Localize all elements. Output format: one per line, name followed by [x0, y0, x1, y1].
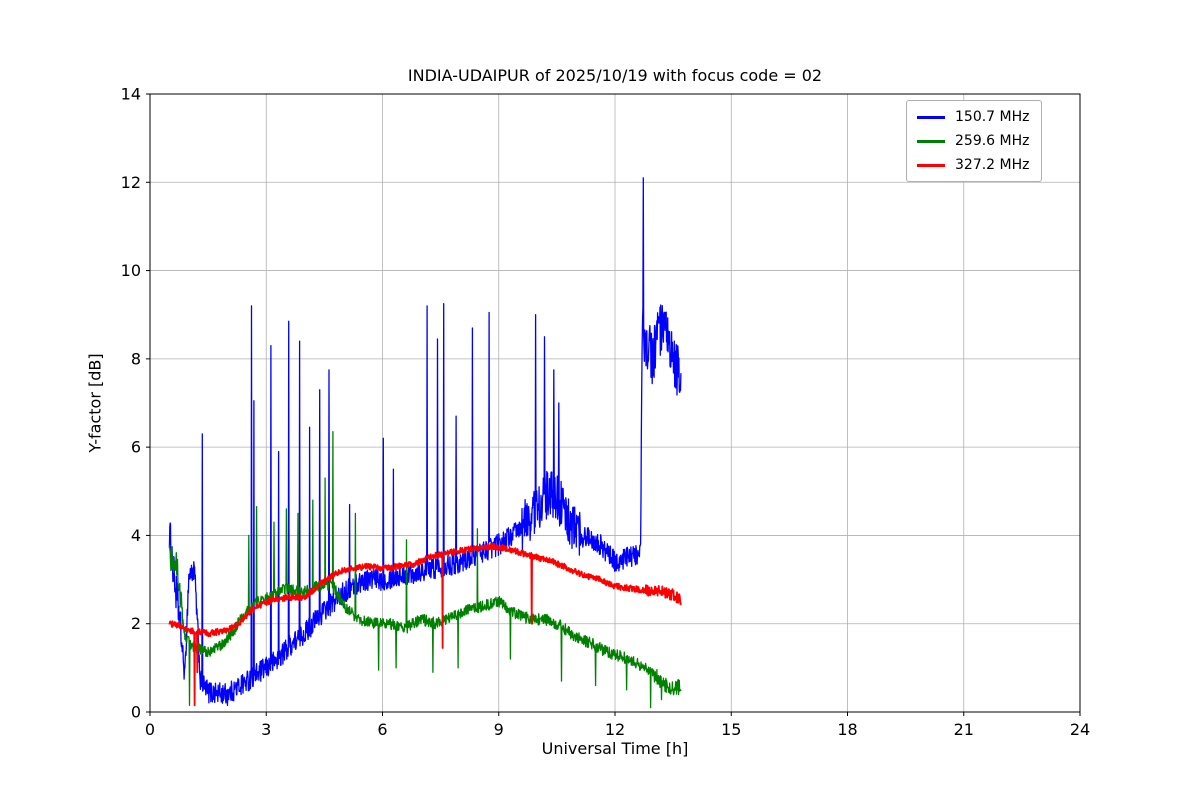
x-tick-label: 3 — [261, 720, 271, 739]
x-tick-label: 9 — [494, 720, 504, 739]
x-tick-label: 12 — [605, 720, 625, 739]
x-tick-label: 0 — [145, 720, 155, 739]
y-tick-label: 10 — [121, 261, 141, 280]
series-line-150-7-mhz — [168, 177, 682, 706]
legend-label: 150.7 MHz — [955, 109, 1030, 125]
y-tick-label: 14 — [121, 85, 141, 104]
legend-label: 327.2 MHz — [955, 157, 1030, 173]
legend-entry: 259.6 MHz — [917, 132, 1029, 150]
y-tick-label: 6 — [131, 438, 141, 457]
y-tick-label: 12 — [121, 173, 141, 192]
legend: 150.7 MHz 259.6 MHz 327.2 MHz — [906, 100, 1043, 182]
chart-title: INDIA-UDAIPUR of 2025/10/19 with focus c… — [407, 66, 823, 85]
y-tick-label: 2 — [131, 614, 141, 633]
y-tick-label: 8 — [131, 349, 141, 368]
x-axis-label: Universal Time [h] — [541, 739, 689, 758]
x-tick-label: 6 — [377, 720, 387, 739]
legend-entry: 150.7 MHz — [917, 108, 1029, 126]
series-line-327-2-mhz — [168, 542, 682, 707]
legend-line-swatch — [917, 163, 945, 167]
x-tick-label: 24 — [1070, 720, 1090, 739]
series-line-259-6-mhz — [168, 431, 682, 709]
y-tick-label: 4 — [131, 526, 141, 545]
y-tick-label: 0 — [131, 703, 141, 722]
legend-line-swatch — [917, 115, 945, 119]
legend-line-swatch — [917, 139, 945, 143]
x-tick-label: 15 — [721, 720, 741, 739]
x-tick-label: 18 — [837, 720, 857, 739]
legend-label: 259.6 MHz — [955, 133, 1030, 149]
y-axis-label: Y-factor [dB] — [85, 353, 105, 453]
legend-entry: 327.2 MHz — [917, 156, 1029, 174]
x-tick-label: 21 — [954, 720, 974, 739]
